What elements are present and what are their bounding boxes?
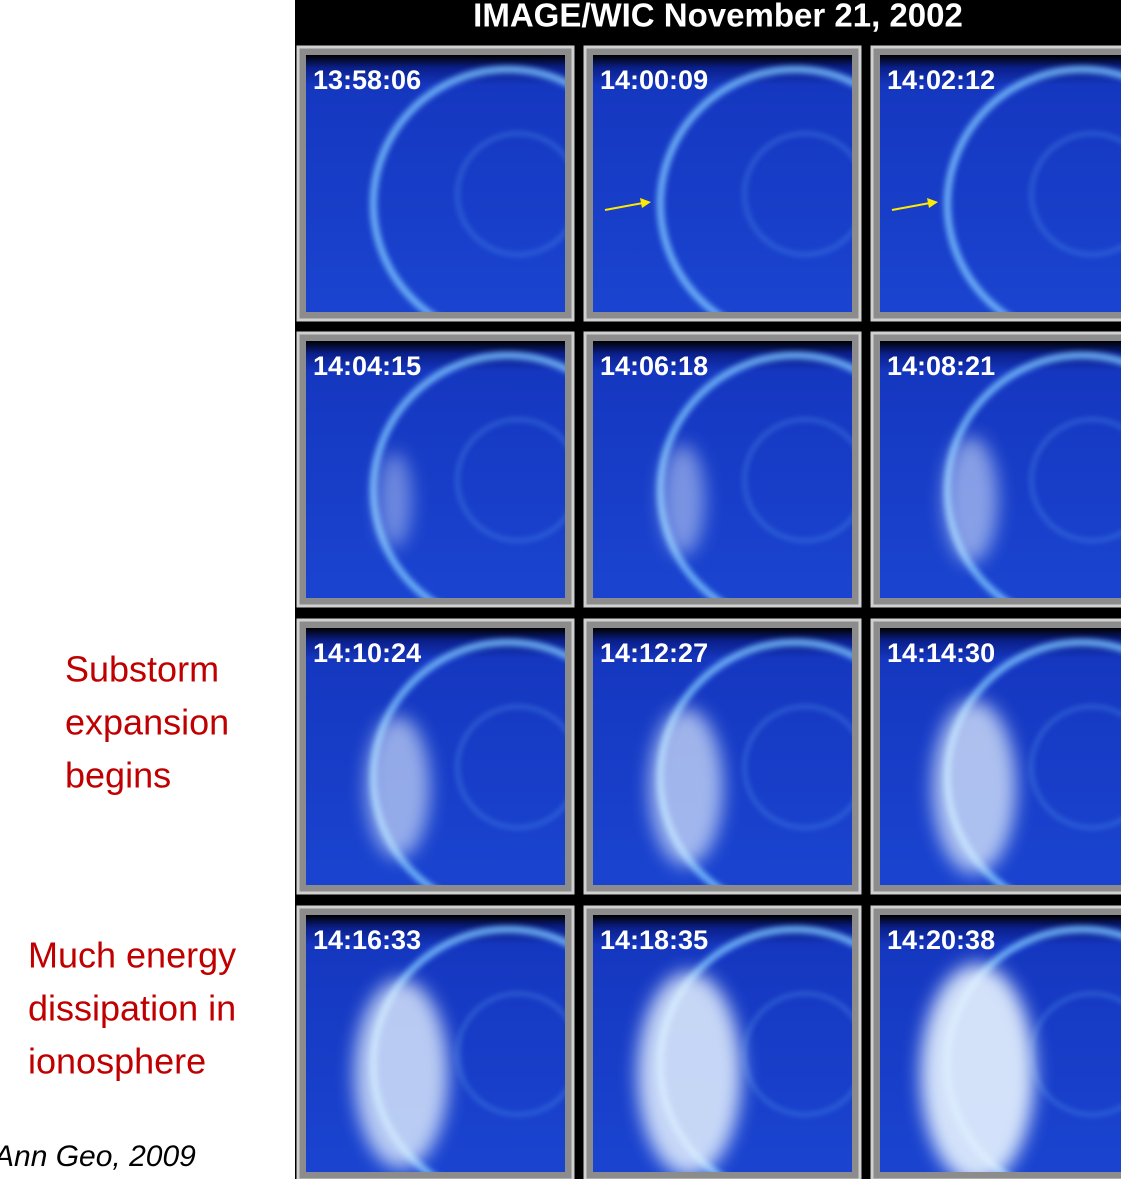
figure-title: IMAGE/WIC November 21, 2002 xyxy=(473,0,963,34)
image-panel: 14:14:30 xyxy=(872,620,1121,912)
timestamp: 14:14:30 xyxy=(887,638,995,668)
bright-region xyxy=(932,700,1016,873)
citation: Ann Geo, 2009 xyxy=(0,1140,196,1173)
slide: IMAGE/WIC November 21, 2002 13:58:06 14:0… xyxy=(0,0,1121,1179)
timestamp: 14:16:33 xyxy=(313,925,421,955)
bright-region xyxy=(637,972,741,1176)
image-panel: 14:20:38 xyxy=(872,907,1121,1179)
timestamp: 14:02:12 xyxy=(887,65,995,95)
annotations: Substorm expansion begins Much energy dissip… xyxy=(28,649,236,1082)
aurora-image xyxy=(880,341,1121,625)
timestamp: 14:04:15 xyxy=(313,351,421,381)
timestamp: 14:08:21 xyxy=(887,351,995,381)
bright-region xyxy=(944,437,998,564)
timestamp: 14:10:24 xyxy=(313,638,421,668)
bright-region xyxy=(649,708,723,866)
bright-region xyxy=(661,445,705,556)
timestamp: 14:00:09 xyxy=(600,65,708,95)
annotation-line: ionosphere xyxy=(28,1041,206,1082)
timestamp: 14:20:38 xyxy=(887,925,995,955)
timestamp: 13:58:06 xyxy=(313,65,421,95)
bright-region xyxy=(366,716,430,858)
timestamp: 14:18:35 xyxy=(600,925,708,955)
aurora-image xyxy=(880,55,1121,339)
aurora-image xyxy=(880,628,1121,912)
bright-region xyxy=(354,980,448,1169)
annotation-line: begins xyxy=(65,755,171,796)
image-panel: 14:02:12 xyxy=(872,47,1121,339)
annotation-line: expansion xyxy=(65,702,229,743)
timestamp: 14:06:18 xyxy=(600,351,708,381)
annotation-line: dissipation in xyxy=(28,988,236,1029)
bright-region xyxy=(378,452,412,548)
bright-region xyxy=(921,964,1035,1179)
annotation-line: Much energy xyxy=(28,935,236,976)
image-panel: 14:08:21 xyxy=(872,333,1121,625)
timestamp: 14:12:27 xyxy=(600,638,708,668)
annotation-line: Substorm xyxy=(65,649,219,690)
